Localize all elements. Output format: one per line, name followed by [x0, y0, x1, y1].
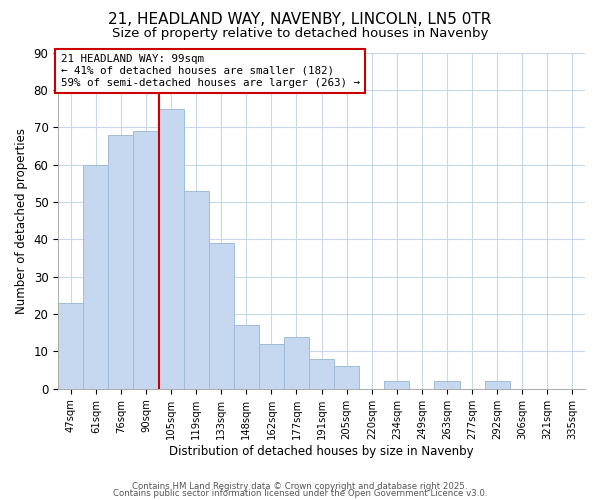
Bar	[284, 336, 309, 389]
Bar	[309, 359, 334, 389]
Bar	[58, 303, 83, 389]
Bar	[158, 108, 184, 389]
Bar	[259, 344, 284, 389]
Bar	[83, 164, 109, 389]
Bar	[133, 131, 158, 389]
Text: 21 HEADLAND WAY: 99sqm
← 41% of detached houses are smaller (182)
59% of semi-de: 21 HEADLAND WAY: 99sqm ← 41% of detached…	[61, 54, 359, 88]
X-axis label: Distribution of detached houses by size in Navenby: Distribution of detached houses by size …	[169, 444, 474, 458]
Bar	[109, 134, 133, 389]
Bar	[334, 366, 359, 389]
Y-axis label: Number of detached properties: Number of detached properties	[15, 128, 28, 314]
Bar	[485, 382, 510, 389]
Bar	[209, 243, 234, 389]
Text: Contains public sector information licensed under the Open Government Licence v3: Contains public sector information licen…	[113, 490, 487, 498]
Text: 21, HEADLAND WAY, NAVENBY, LINCOLN, LN5 0TR: 21, HEADLAND WAY, NAVENBY, LINCOLN, LN5 …	[109, 12, 491, 28]
Bar	[384, 382, 409, 389]
Bar	[184, 191, 209, 389]
Text: Contains HM Land Registry data © Crown copyright and database right 2025.: Contains HM Land Registry data © Crown c…	[132, 482, 468, 491]
Bar	[434, 382, 460, 389]
Text: Size of property relative to detached houses in Navenby: Size of property relative to detached ho…	[112, 28, 488, 40]
Bar	[234, 326, 259, 389]
